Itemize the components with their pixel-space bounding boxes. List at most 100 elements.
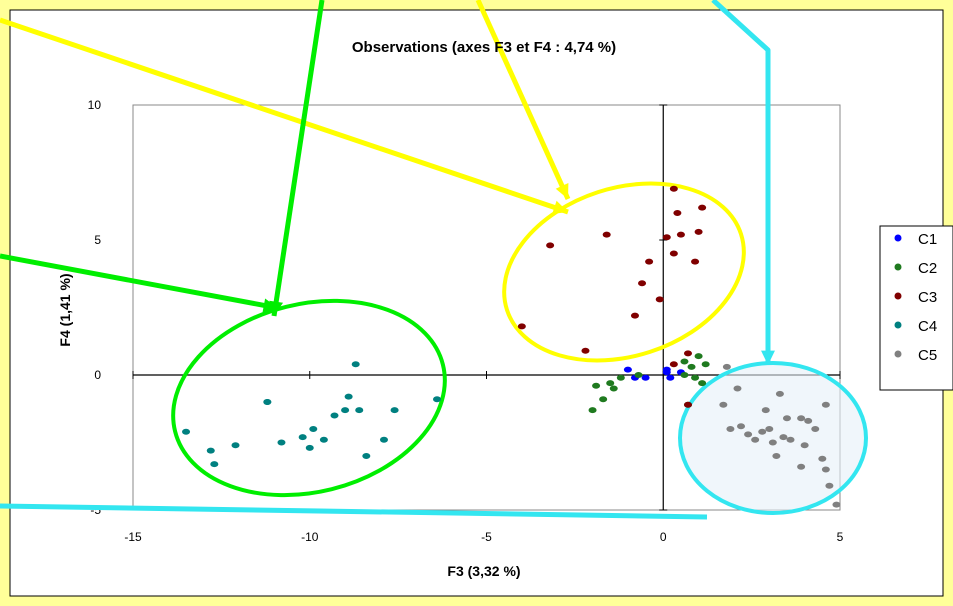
point-c5: [772, 453, 781, 459]
point-c3: [645, 258, 654, 265]
chart-title: Observations (axes F3 et F4 : 4,74 %): [352, 39, 616, 56]
annotation-ellipses: [171, 181, 868, 515]
cyan-underline: [0, 503, 708, 520]
point-c4: [298, 434, 307, 441]
legend-marker-c5: [894, 350, 902, 358]
point-c5: [775, 390, 784, 397]
point-c2: [701, 361, 710, 368]
point-c5: [744, 431, 753, 438]
yellow-arrow-top: [475, 0, 571, 201]
point-c5: [832, 501, 841, 508]
point-c5: [811, 426, 820, 432]
point-c5: [733, 385, 742, 392]
point-c5: [786, 436, 795, 443]
x-tick-label: 0: [660, 530, 667, 544]
point-c2: [609, 385, 618, 392]
point-c5: [804, 417, 813, 424]
point-c2: [680, 372, 689, 378]
point-c1: [666, 374, 675, 381]
point-c5: [768, 439, 777, 446]
point-c2: [694, 353, 703, 360]
point-c2: [616, 374, 625, 381]
legend-marker-c2: [894, 263, 902, 271]
annotation-arrows: [0, 0, 775, 520]
point-c4: [341, 407, 350, 414]
point-c4: [309, 426, 318, 432]
legend-marker-c3: [894, 292, 902, 300]
y-tick-label: 10: [88, 98, 102, 112]
point-c4: [390, 407, 399, 414]
point-c5: [761, 407, 770, 414]
legend-label-c2: C2: [918, 260, 937, 277]
legend-label-c4: C4: [918, 318, 937, 335]
point-c4: [344, 393, 353, 400]
point-c4: [210, 461, 219, 468]
point-c3: [638, 280, 647, 287]
point-c5: [765, 426, 774, 432]
point-c3: [655, 296, 664, 303]
cyan-arrow-head: [761, 350, 775, 365]
point-c5: [779, 434, 788, 441]
point-c2: [634, 372, 643, 378]
point-c5: [758, 428, 767, 435]
point-c1: [623, 366, 632, 373]
legend-box: [879, 225, 953, 391]
point-c3: [691, 258, 700, 265]
point-c3: [683, 401, 692, 408]
point-c4: [231, 442, 240, 449]
cyan-arrow: [711, 0, 771, 365]
point-c4: [182, 428, 191, 435]
point-c4: [277, 439, 286, 446]
point-c4: [263, 399, 272, 405]
point-c5: [800, 442, 809, 449]
point-c5: [818, 455, 827, 462]
point-c3: [683, 350, 692, 357]
point-c1: [662, 369, 671, 376]
point-c3: [669, 185, 678, 192]
point-c3: [630, 312, 639, 319]
point-c3: [669, 361, 678, 368]
point-c4: [305, 444, 314, 451]
point-c4: [362, 453, 371, 459]
point-c2: [691, 374, 700, 381]
x-tick-label: -10: [301, 530, 319, 544]
point-c3: [698, 204, 707, 211]
y-tick-label: -5: [90, 503, 101, 517]
point-c5: [722, 363, 731, 370]
point-c5: [782, 415, 791, 422]
point-c4: [355, 407, 364, 414]
point-c3: [662, 234, 671, 241]
legend-marker-c1: [894, 234, 902, 242]
point-c5: [797, 463, 806, 470]
point-c3: [676, 231, 685, 238]
point-c5: [821, 401, 830, 408]
y-tick-label: 5: [94, 233, 101, 247]
y-ticks: -5 0 5 10: [88, 98, 668, 517]
point-c2: [588, 407, 597, 414]
point-c3: [546, 242, 555, 249]
legend-label-c3: C3: [918, 289, 937, 306]
point-c3: [602, 231, 611, 238]
green-arrow-left: [0, 253, 279, 311]
legend-label-c5: C5: [918, 347, 937, 364]
yellow-arrow-left: [0, 17, 569, 215]
point-c2: [599, 396, 608, 403]
point-c5: [751, 436, 760, 443]
point-c2: [698, 380, 707, 387]
point-c3: [669, 250, 678, 257]
yellow-arrow-left-head: [552, 200, 568, 214]
yellow-arrow-top-head: [555, 183, 569, 199]
cluster-c5-ellipse: [678, 361, 868, 515]
point-c4: [433, 396, 442, 403]
point-c4: [319, 436, 328, 443]
point-c5: [797, 415, 806, 422]
point-c5: [821, 466, 830, 473]
point-c2: [606, 380, 615, 387]
x-tick-label: -15: [124, 530, 142, 544]
point-c5: [825, 482, 834, 489]
point-c4: [379, 436, 388, 443]
data-points: [182, 185, 841, 508]
x-tick-label: -5: [481, 530, 492, 544]
green-arrow-top: [271, 0, 325, 317]
